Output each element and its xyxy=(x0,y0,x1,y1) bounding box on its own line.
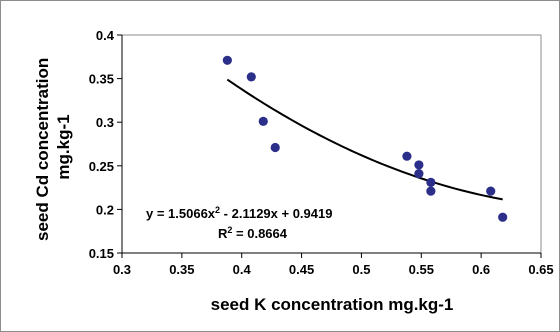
y-tick-label: 0.25 xyxy=(89,159,114,174)
y-tick-label: 0.35 xyxy=(89,72,114,87)
x-tick-label: 0.3 xyxy=(113,262,131,277)
x-tick-label: 0.65 xyxy=(528,262,553,277)
x-tick-label: 0.5 xyxy=(352,262,370,277)
y-axis-label: seed Cd concentration mg.kg-1 xyxy=(33,53,73,241)
data-point xyxy=(246,72,256,82)
r-squared-label: R2 = 0.8664 xyxy=(218,225,288,241)
data-point xyxy=(258,116,268,126)
data-point xyxy=(414,169,424,179)
y-tick-label: 0.4 xyxy=(96,28,115,43)
x-tick-label: 0.55 xyxy=(409,262,434,277)
data-point xyxy=(414,160,424,170)
data-point xyxy=(402,151,412,161)
y-tick-label: 0.2 xyxy=(96,202,114,217)
trendline-equation: y = 1.5066x2 - 2.1129x + 0.9419 xyxy=(146,205,332,221)
x-axis-label: seed K concentration mg.kg-1 xyxy=(211,295,454,314)
data-point xyxy=(426,177,436,187)
plot-area xyxy=(121,34,542,254)
x-tick-label: 0.6 xyxy=(472,262,490,277)
chart-marks xyxy=(222,55,508,222)
data-point xyxy=(222,55,232,65)
trendline xyxy=(226,78,503,201)
x-tick-label: 0.45 xyxy=(289,262,314,277)
data-point xyxy=(270,142,280,153)
data-point xyxy=(426,186,436,196)
plot-border xyxy=(121,34,542,254)
data-point xyxy=(486,186,496,196)
y-tick-label: 0.15 xyxy=(89,246,114,261)
data-point xyxy=(498,212,508,222)
tick-labels: 0.3 0.35 0.4 0.45 0.5 0.55 0.6 0.65 0.15 0.2 0.25 0… xyxy=(89,28,554,277)
x-tick-label: 0.4 xyxy=(233,262,252,277)
x-tick-label: 0.35 xyxy=(169,262,194,277)
y-tick-label: 0.3 xyxy=(96,115,114,130)
